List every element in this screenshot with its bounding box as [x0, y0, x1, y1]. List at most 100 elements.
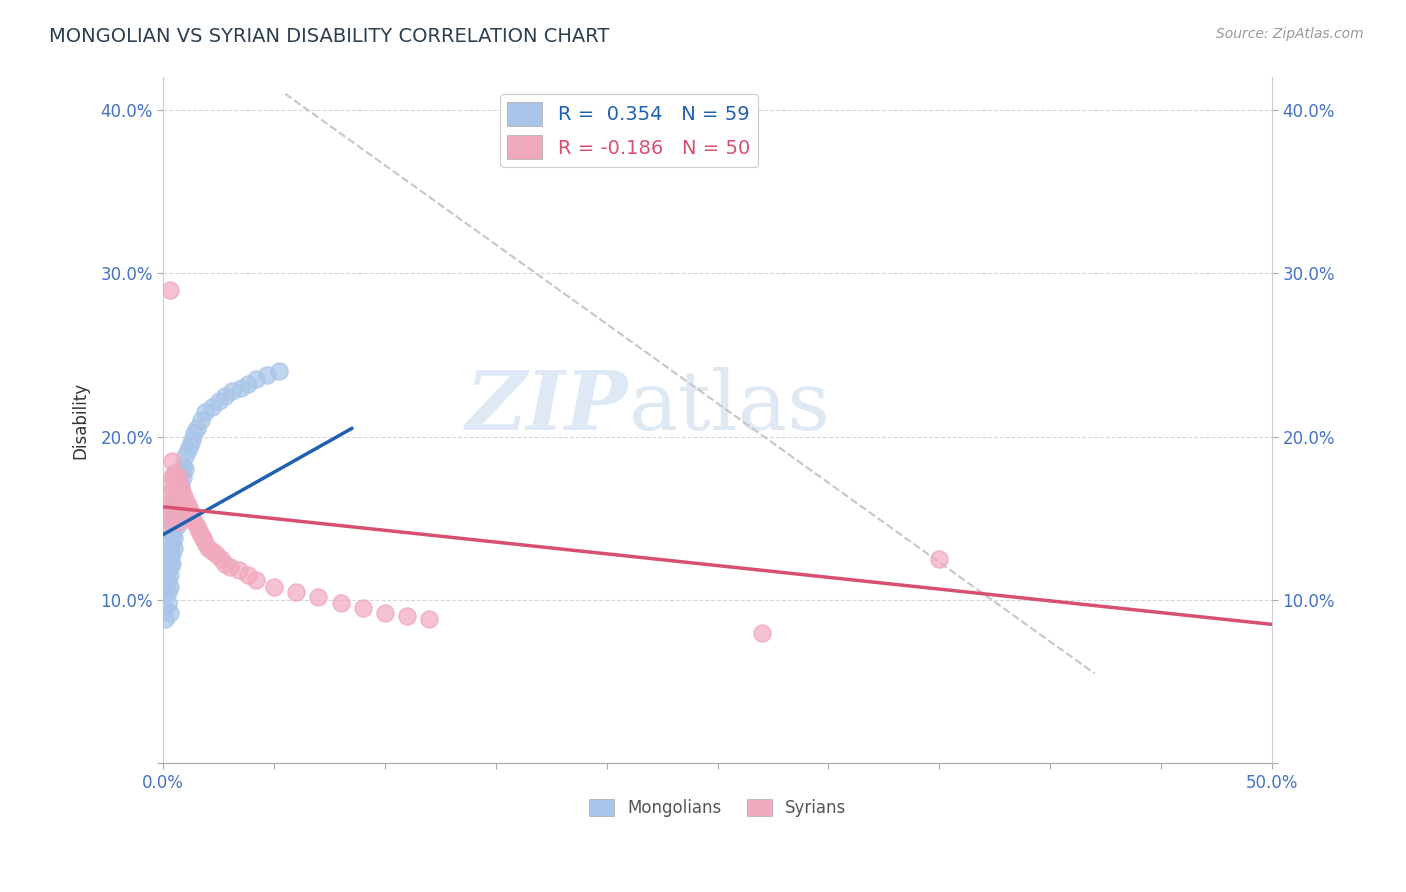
Point [194, 405, 217, 419]
Point [167, 495, 190, 509]
Point [179, 503, 201, 517]
Point [166, 498, 188, 512]
Point [170, 466, 193, 480]
Point [160, 503, 183, 517]
Point [159, 557, 181, 571]
Point [186, 421, 208, 435]
Point [163, 466, 186, 480]
Point [174, 449, 197, 463]
Point [186, 519, 208, 533]
Point [167, 515, 190, 529]
Point [167, 470, 190, 484]
Point [156, 508, 179, 522]
Point [208, 393, 231, 408]
Point [193, 531, 215, 545]
Point [229, 381, 252, 395]
Point [263, 580, 285, 594]
Point [163, 531, 186, 545]
Point [166, 482, 188, 496]
Point [156, 596, 179, 610]
Point [176, 498, 198, 512]
Point [156, 552, 179, 566]
Point [256, 368, 278, 382]
Point [751, 625, 773, 640]
Point [236, 568, 259, 582]
Point [159, 568, 181, 582]
Point [160, 470, 183, 484]
Point [201, 544, 224, 558]
Point [166, 508, 188, 522]
Point [156, 574, 179, 588]
Point [214, 389, 236, 403]
Point [159, 547, 181, 561]
Point [190, 527, 212, 541]
Point [163, 511, 186, 525]
Point [183, 515, 205, 529]
Point [155, 580, 177, 594]
Point [167, 503, 190, 517]
Point [156, 584, 179, 599]
Y-axis label: Disability: Disability [72, 382, 89, 458]
Point [159, 580, 181, 594]
Point [163, 495, 186, 509]
Point [245, 574, 267, 588]
Point [160, 503, 183, 517]
Point [156, 544, 179, 558]
Point [163, 470, 186, 484]
Point [176, 442, 198, 457]
Point [166, 487, 188, 501]
Point [160, 527, 183, 541]
Point [167, 470, 190, 484]
Point [170, 482, 193, 496]
Point [160, 454, 183, 468]
Point [267, 364, 290, 378]
Point [155, 568, 177, 582]
Point [174, 462, 197, 476]
Point [155, 498, 177, 512]
Point [170, 498, 193, 512]
Point [205, 547, 228, 561]
Point [155, 560, 177, 574]
Point [160, 535, 183, 549]
Point [245, 372, 267, 386]
Point [163, 519, 186, 533]
Point [160, 557, 183, 571]
Point [218, 560, 240, 574]
Point [179, 438, 201, 452]
Point [166, 475, 188, 490]
Point [209, 552, 232, 566]
Point [172, 470, 194, 484]
Point [197, 541, 219, 555]
Point [155, 612, 177, 626]
Text: atlas: atlas [628, 367, 831, 447]
Point [160, 547, 183, 561]
Point [214, 557, 236, 571]
Point [221, 384, 243, 398]
Point [156, 487, 179, 501]
Point [181, 433, 204, 447]
Point [156, 564, 179, 578]
Point [160, 515, 183, 529]
Point [159, 535, 181, 549]
Point [236, 377, 259, 392]
Point [329, 596, 352, 610]
Point [166, 519, 188, 533]
Point [928, 552, 950, 566]
Text: MONGOLIAN VS SYRIAN DISABILITY CORRELATION CHART: MONGOLIAN VS SYRIAN DISABILITY CORRELATI… [49, 27, 610, 45]
Point [187, 524, 209, 539]
Point [418, 612, 440, 626]
Point [194, 535, 217, 549]
Point [159, 478, 181, 492]
Point [167, 491, 190, 506]
Point [166, 487, 188, 501]
Point [285, 584, 308, 599]
Point [190, 413, 212, 427]
Point [163, 541, 186, 555]
Point [308, 590, 330, 604]
Point [159, 524, 181, 539]
Point [374, 606, 396, 620]
Point [183, 426, 205, 441]
Text: ZIP: ZIP [467, 367, 628, 447]
Point [167, 482, 190, 496]
Point [352, 601, 374, 615]
